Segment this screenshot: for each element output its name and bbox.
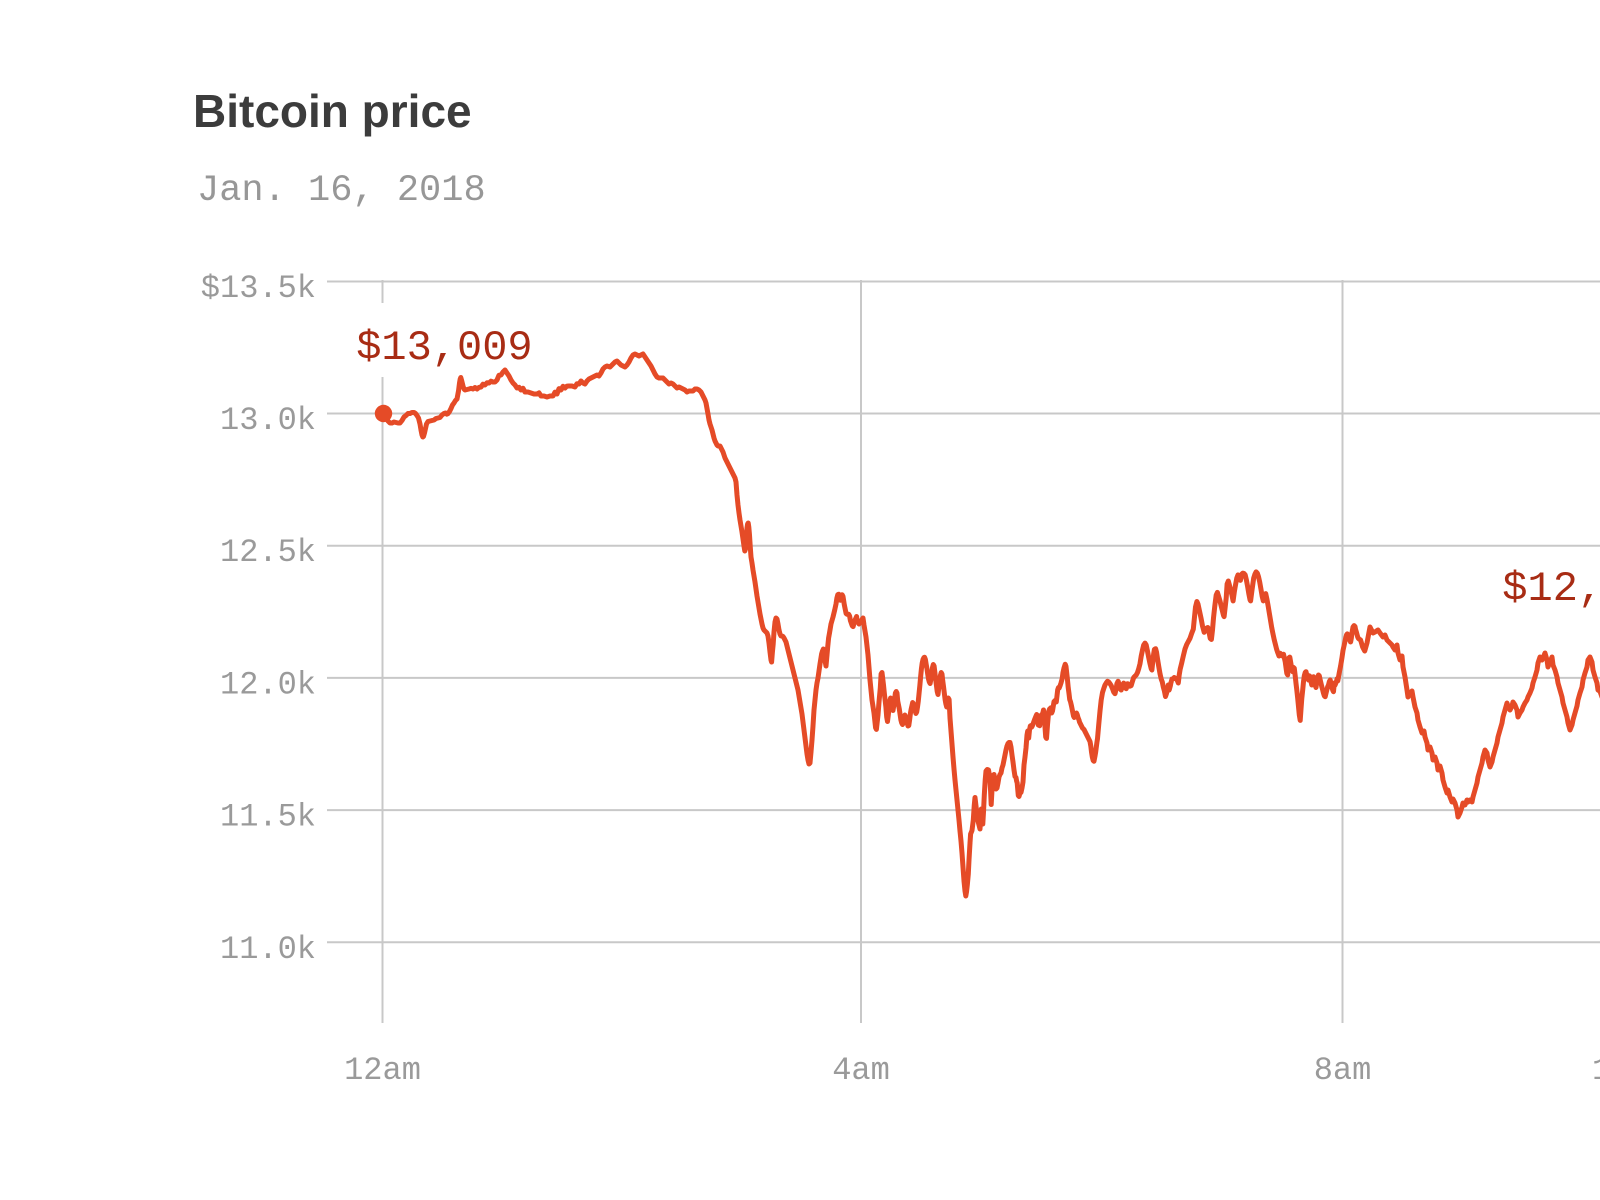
svg-text:$12,073: $12,073	[1502, 565, 1600, 613]
svg-text:11.5k: 11.5k	[220, 799, 316, 836]
svg-text:4am: 4am	[832, 1052, 890, 1089]
svg-text:13.0k: 13.0k	[220, 402, 316, 439]
svg-text:$13,009: $13,009	[356, 324, 532, 372]
svg-text:8am: 8am	[1314, 1052, 1372, 1089]
svg-text:$13.5k: $13.5k	[201, 270, 316, 307]
svg-text:12pm: 12pm	[1592, 1052, 1600, 1089]
svg-text:12.0k: 12.0k	[220, 666, 316, 703]
svg-text:11.0k: 11.0k	[220, 931, 316, 968]
svg-text:12am: 12am	[344, 1052, 421, 1089]
svg-text:12.5k: 12.5k	[220, 534, 316, 571]
